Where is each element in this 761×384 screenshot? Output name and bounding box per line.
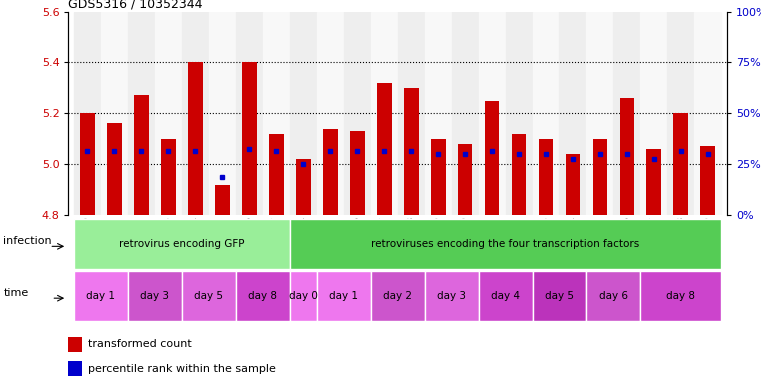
Bar (154, 12, 182, 215)
Bar (667, 12, 694, 215)
Bar (290, 12, 317, 215)
Text: retroviruses encoding the four transcription factors: retroviruses encoding the four transcrip… (371, 239, 640, 249)
Bar (215, 184, 230, 215)
Bar (451, 12, 479, 215)
Bar (209, 12, 236, 215)
Bar (134, 96, 148, 215)
Bar (80, 113, 95, 215)
Text: day 3: day 3 (140, 291, 169, 301)
Text: day 6: day 6 (599, 291, 628, 301)
Bar (68, 361, 82, 376)
Bar (587, 12, 613, 215)
Bar (479, 12, 505, 215)
Bar (425, 271, 479, 321)
Text: day 1: day 1 (86, 291, 116, 301)
Bar (619, 98, 635, 215)
Bar (431, 139, 445, 215)
Bar (236, 271, 290, 321)
Bar (533, 12, 559, 215)
Bar (107, 123, 122, 215)
Bar (74, 271, 128, 321)
Bar (511, 134, 527, 215)
Bar (323, 129, 338, 215)
Bar (350, 131, 365, 215)
Bar (641, 12, 667, 215)
Text: GDS5316 / 10352344: GDS5316 / 10352344 (68, 0, 203, 10)
Bar (236, 12, 263, 215)
Bar (317, 12, 344, 215)
Text: transformed count: transformed count (88, 339, 191, 349)
Bar (377, 83, 392, 215)
Bar (457, 144, 473, 215)
Bar (479, 271, 533, 321)
Text: day 4: day 4 (491, 291, 520, 301)
Text: day 1: day 1 (330, 291, 358, 301)
Bar (559, 12, 587, 215)
Bar (613, 12, 641, 215)
Text: day 8: day 8 (248, 291, 277, 301)
Text: day 5: day 5 (545, 291, 574, 301)
Bar (101, 12, 128, 215)
Bar (290, 219, 721, 269)
Bar (533, 271, 587, 321)
Text: infection: infection (4, 236, 52, 247)
Bar (74, 12, 101, 215)
Bar (565, 154, 581, 215)
Bar (700, 146, 715, 215)
Bar (505, 12, 533, 215)
Bar (263, 12, 290, 215)
Bar (371, 271, 425, 321)
Text: day 2: day 2 (383, 291, 412, 301)
Bar (74, 219, 290, 269)
Bar (641, 271, 721, 321)
Bar (161, 139, 176, 215)
Bar (242, 62, 256, 215)
Bar (397, 12, 425, 215)
Text: retrovirus encoding GFP: retrovirus encoding GFP (119, 239, 244, 249)
Bar (403, 88, 419, 215)
Bar (587, 271, 641, 321)
Bar (182, 12, 209, 215)
Bar (68, 337, 82, 352)
Bar (673, 113, 688, 215)
Bar (269, 134, 284, 215)
Text: day 5: day 5 (194, 291, 223, 301)
Text: day 8: day 8 (667, 291, 696, 301)
Bar (647, 149, 661, 215)
Bar (290, 271, 317, 321)
Bar (128, 12, 154, 215)
Bar (539, 139, 553, 215)
Bar (296, 159, 310, 215)
Bar (485, 101, 499, 215)
Bar (317, 271, 371, 321)
Bar (128, 271, 182, 321)
Bar (188, 62, 202, 215)
Bar (371, 12, 397, 215)
Text: day 3: day 3 (437, 291, 466, 301)
Bar (694, 12, 721, 215)
Bar (182, 271, 236, 321)
Bar (593, 139, 607, 215)
Text: percentile rank within the sample: percentile rank within the sample (88, 364, 275, 374)
Text: time: time (4, 288, 29, 298)
Text: day 0: day 0 (288, 291, 317, 301)
Bar (425, 12, 451, 215)
Bar (344, 12, 371, 215)
